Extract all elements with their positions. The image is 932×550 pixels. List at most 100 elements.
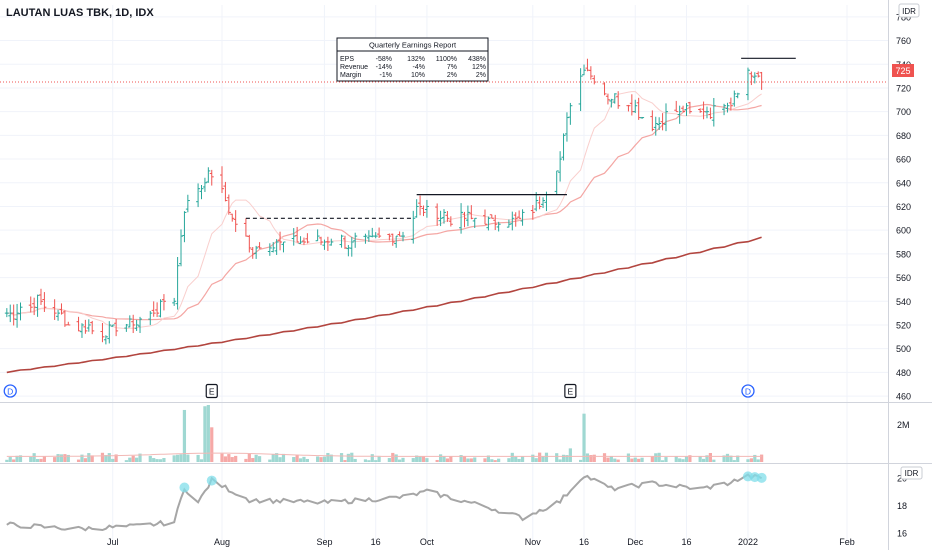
ohlc-bar [100, 323, 105, 343]
volume-bar [585, 453, 590, 462]
volume-bar [415, 455, 419, 462]
volume-bar [756, 459, 760, 462]
earnings-table-rows: EPS -58% 132% 1100% 438% Revenue -14% -4% 7% 12% M… [340, 56, 486, 79]
rs-tick-label: 18 [897, 501, 907, 511]
volume-bar [268, 459, 272, 462]
volume-bar [247, 453, 251, 462]
earnings-row-label: Margin [340, 72, 362, 79]
volume-bar [278, 457, 282, 462]
ohlc-bar [138, 316, 143, 334]
ohlc-bar [401, 231, 406, 242]
volume-bar [701, 458, 706, 462]
volume-bar [394, 454, 398, 462]
rs-tick-label: 16 [897, 529, 907, 539]
last-price-badge: 725 [892, 64, 914, 77]
volume-bar [473, 457, 477, 462]
volume-bar [152, 458, 156, 462]
ohlc-bar [271, 242, 276, 253]
ohlc-bar [226, 194, 231, 215]
volume-bar [664, 457, 668, 462]
date-tick-label: Oct [420, 537, 435, 547]
volume-bar [541, 456, 545, 462]
volume-bar [322, 456, 327, 462]
volume-bar [555, 453, 559, 462]
ohlc-bar [633, 99, 638, 114]
volume-bar [712, 459, 716, 462]
ohlc-bar [735, 92, 740, 99]
volume-bar [107, 453, 111, 462]
ohlc-bar [390, 233, 395, 246]
ohlc-bar [445, 211, 450, 222]
volume-bar [56, 454, 60, 462]
volume-bar [124, 460, 128, 462]
ohlc-bar [267, 243, 272, 256]
volume-bar [90, 455, 94, 462]
volume-bar [254, 454, 258, 462]
volume-bar [182, 409, 187, 462]
volume-bar [722, 455, 726, 462]
ohlc-bar [513, 212, 518, 227]
ohlc-bar [127, 315, 132, 328]
chart-title: LAUTAN LUAS TBK, 1D, IDX [6, 7, 154, 19]
ohlc-bar [732, 90, 737, 107]
price-tick-label: 720 [896, 83, 911, 93]
ohlc-bar [558, 151, 563, 182]
relative-strength-pane[interactable] [6, 471, 767, 532]
ohlc-bar [752, 72, 757, 84]
ohlc-bar [411, 210, 416, 244]
volume-bar [736, 455, 740, 462]
ohlc-bar [124, 323, 129, 332]
event-marker-label: D [745, 386, 751, 396]
ohlc-bar [257, 242, 262, 249]
ohlc-bar [90, 320, 95, 335]
price-tick-label: 760 [896, 36, 911, 46]
ohlc-bar [254, 245, 259, 259]
ohlc-bar [435, 203, 440, 226]
earnings-row-value: 2% [447, 72, 457, 79]
event-marker-label: D [7, 386, 13, 396]
volume-bar [746, 459, 750, 462]
ohlc-bar [373, 232, 378, 239]
currency-label-lower: IDR [900, 466, 923, 480]
ohlc-bar [602, 82, 607, 96]
ohlc-bar [79, 323, 84, 338]
earnings-row-value: 438% [468, 56, 486, 63]
volume-bar [681, 459, 685, 462]
ohlc-bar [612, 93, 617, 104]
ohlc-bar [56, 309, 61, 321]
dividend-marker-circle [3, 384, 17, 398]
volume-bar [80, 454, 84, 462]
date-tick-label: Feb [839, 537, 855, 547]
price-tick-label: 460 [896, 392, 911, 402]
volume-bar [725, 453, 730, 462]
volume-bar [111, 458, 115, 462]
volume-bar [196, 454, 200, 462]
ohlc-bar [394, 235, 399, 248]
volume-bar [251, 458, 255, 462]
currency-label-box [898, 3, 920, 18]
ohlc-bar [148, 310, 153, 326]
volume-bar [729, 455, 733, 462]
ohlc-bar [482, 209, 487, 225]
volume-bar [230, 457, 234, 462]
date-tick-label: 2022 [738, 537, 758, 547]
ohlc-bar [179, 229, 184, 267]
volume-bar [374, 460, 378, 462]
ohlc-bar [472, 217, 477, 228]
volume-bar [589, 455, 593, 462]
volume-pane[interactable] [5, 405, 764, 462]
price-pane[interactable] [0, 57, 888, 374]
ohlc-bar [745, 67, 750, 101]
volume-bar [486, 455, 490, 462]
earnings-row-label: Revenue [340, 64, 368, 71]
event-marker-D: D [741, 384, 755, 398]
volume-bar [353, 458, 357, 462]
ohlc-bar [561, 133, 566, 161]
ohlc-bar [86, 319, 91, 332]
price-bars [4, 58, 764, 345]
volume-bar [244, 458, 248, 462]
volume-bar [53, 457, 57, 462]
volume-bar [459, 455, 463, 462]
